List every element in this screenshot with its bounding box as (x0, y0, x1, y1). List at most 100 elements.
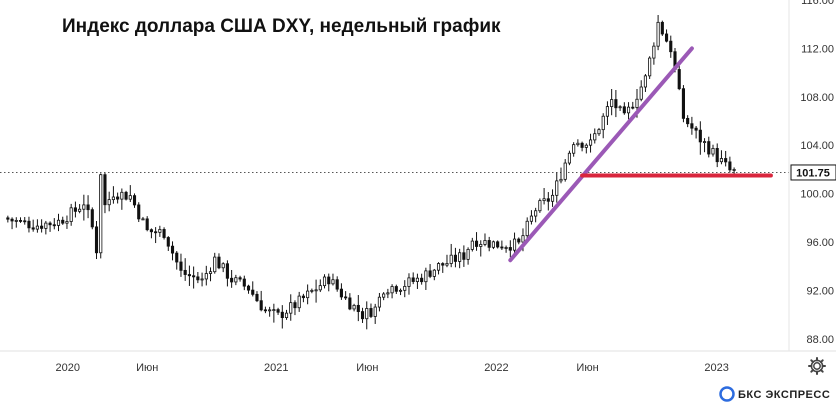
candle (335, 276, 339, 292)
candle (263, 306, 267, 314)
brand-watermark: БКС ЭКСПРЕСС (719, 386, 830, 402)
candle (394, 284, 398, 294)
last-price-label: 101.75 (796, 167, 830, 179)
y-tick-label: 104.00 (800, 140, 834, 152)
candle (242, 275, 246, 291)
candle (715, 143, 719, 168)
candle (483, 233, 487, 247)
candle (170, 241, 175, 261)
candle (280, 305, 284, 329)
candle (94, 220, 99, 260)
candle (314, 279, 318, 303)
y-axis: 116.00 112.00 108.00 104.00 100.00 96.00 92.00… (800, 0, 834, 346)
x-tick-label: 2022 (484, 362, 508, 374)
candle (458, 248, 462, 269)
candle (643, 74, 647, 92)
candle (65, 215, 69, 229)
candle (681, 85, 685, 123)
x-tick-label: 2021 (264, 362, 288, 374)
candle (52, 218, 56, 230)
x-tick-label: 2023 (704, 362, 728, 374)
candle (18, 217, 23, 223)
candle (445, 254, 449, 268)
candle (690, 116, 694, 135)
y-tick-label: 108.00 (800, 92, 834, 104)
y-tick-label: 100.00 (800, 189, 834, 201)
candle (631, 101, 635, 110)
candle (542, 187, 546, 205)
candle (686, 115, 690, 128)
candle (664, 29, 669, 43)
candle (411, 272, 415, 285)
candle (268, 306, 272, 317)
candle (310, 288, 314, 294)
candle (728, 156, 732, 173)
y-tick-label: 88.00 (806, 334, 834, 346)
candle (652, 42, 656, 65)
candle (453, 247, 457, 268)
candle (538, 198, 542, 213)
candle (639, 80, 643, 102)
candle (656, 15, 660, 51)
candle (420, 273, 424, 285)
x-tick-label: Июн (356, 362, 378, 374)
candle (496, 240, 500, 249)
candle (424, 267, 428, 290)
candle (120, 188, 124, 210)
candle (183, 258, 187, 281)
x-tick-label: 2020 (55, 362, 79, 374)
candle (103, 172, 107, 214)
candle (56, 213, 61, 232)
candle (555, 172, 559, 203)
candle (141, 216, 145, 221)
candle (259, 290, 263, 312)
candle (719, 150, 724, 165)
candle (534, 207, 538, 223)
candle (724, 150, 728, 167)
candle (272, 303, 276, 323)
annotation-lines-layer (508, 46, 773, 263)
candle (44, 220, 48, 235)
candle (470, 237, 474, 252)
candle (390, 284, 394, 299)
candle (322, 274, 327, 289)
candle (597, 127, 601, 136)
candle (27, 216, 31, 233)
candle (149, 228, 153, 239)
candle (14, 217, 18, 228)
candle (593, 128, 597, 144)
gear-icon[interactable] (807, 356, 827, 376)
candle (479, 240, 483, 257)
candle (711, 144, 715, 157)
candle (398, 288, 403, 296)
candle (23, 217, 27, 225)
brand-name: БКС ЭКСПРЕСС (738, 389, 830, 401)
candle (415, 273, 419, 289)
candle (128, 185, 132, 203)
candle (428, 264, 432, 279)
candle (517, 237, 521, 245)
y-tick-label: 96.00 (806, 237, 834, 249)
candle (559, 167, 563, 184)
candle (192, 266, 196, 289)
candle (614, 89, 618, 118)
chart-title: Индекс доллара США DXY, недельный график (62, 16, 501, 37)
candle (208, 267, 213, 282)
candle (293, 300, 297, 316)
candle (251, 281, 255, 297)
candle (40, 219, 44, 233)
candle (200, 272, 204, 287)
candle (145, 216, 149, 232)
candle (407, 273, 411, 295)
candle (576, 139, 580, 147)
y-tick-label: 92.00 (806, 285, 834, 297)
y-tick-label: 112.00 (801, 43, 834, 55)
candle (179, 253, 183, 277)
candle (111, 186, 115, 204)
candle (297, 291, 301, 312)
candle (610, 88, 614, 116)
candle (432, 268, 436, 281)
candle (356, 295, 360, 322)
